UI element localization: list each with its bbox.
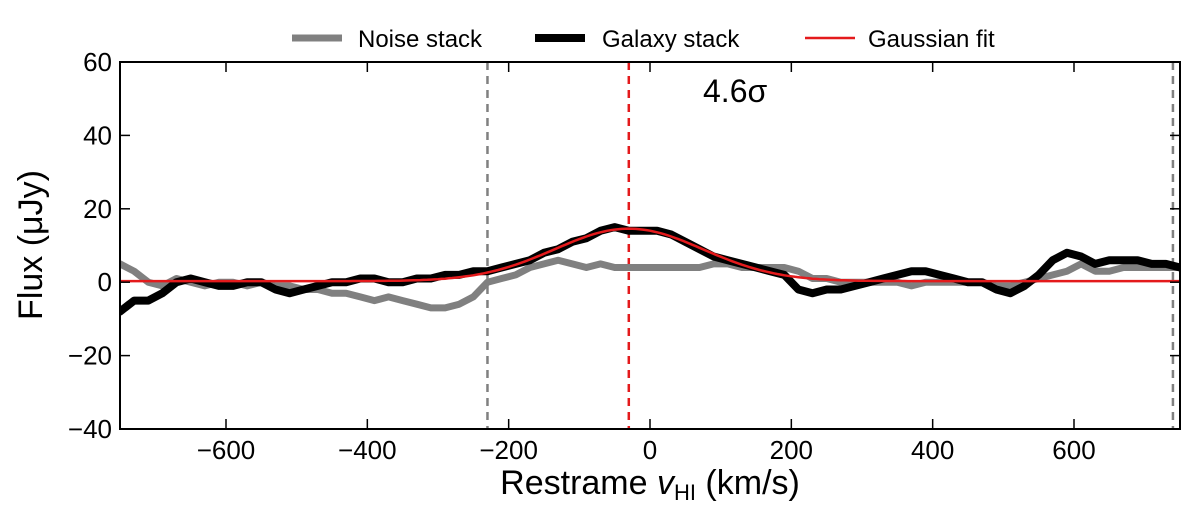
x-axis-title-main: Restrame [500, 464, 657, 502]
x-axis-title-sub: HI [674, 480, 696, 505]
plot-frame [119, 61, 1181, 430]
x-tick-label: 600 [1052, 435, 1095, 465]
x-axis-title-units: (km/s) [696, 464, 800, 502]
series-gaussian-fit [120, 227, 1180, 283]
legend-label-gaussian-fit: Gaussian fit [868, 26, 995, 53]
significance-annotation: 4.6σ [703, 73, 767, 109]
y-axis-title: Flux (μJy) [12, 170, 50, 320]
y-tick-label: 0 [98, 267, 112, 297]
x-tick-label: −600 [197, 435, 256, 465]
plot-area [120, 62, 1180, 429]
y-tick-label: 40 [83, 120, 112, 150]
x-axis-title: Restrame vHI (km/s) [500, 464, 800, 505]
legend: Noise stack Galaxy stack Gaussian fit [292, 26, 995, 53]
y-tick-label: 20 [83, 194, 112, 224]
x-axis-title-var: v [657, 464, 676, 502]
legend-label-galaxy-stack: Galaxy stack [602, 26, 740, 53]
x-tick-label: −400 [338, 435, 397, 465]
y-tick-label: −20 [68, 341, 112, 371]
x-tick-label: 400 [911, 435, 954, 465]
x-tick-label: 0 [643, 435, 657, 465]
x-tick-label: 200 [770, 435, 813, 465]
x-tick-label: −200 [479, 435, 538, 465]
legend-label-noise-stack: Noise stack [358, 26, 483, 53]
y-tick-label: −40 [68, 414, 112, 444]
y-tick-label: 60 [83, 47, 112, 77]
